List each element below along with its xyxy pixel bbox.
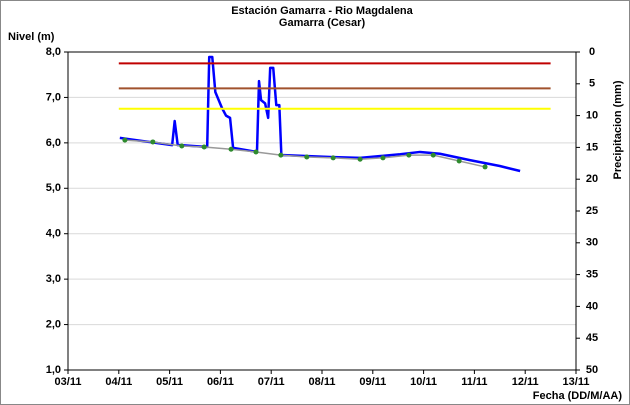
- y2-tick-label: 45: [586, 332, 598, 344]
- y-tick-label: 1,0: [46, 364, 61, 376]
- y2-tick-label: 50: [586, 364, 598, 376]
- point: [357, 156, 363, 162]
- chart-subtitle: Gamarra (Cesar): [279, 17, 366, 29]
- point: [278, 152, 284, 158]
- point: [330, 155, 336, 161]
- y2-tick-label: 30: [586, 237, 598, 249]
- point: [304, 154, 310, 160]
- point: [253, 149, 259, 155]
- point: [406, 152, 412, 158]
- y2-tick-label: 40: [586, 300, 598, 312]
- chart-title: Estación Gamarra - Rio Magdalena: [231, 5, 413, 17]
- y2-tick-label: 10: [586, 110, 598, 122]
- point: [228, 146, 234, 152]
- x-tick-label: 05/11: [156, 376, 183, 388]
- y2-tick-label: 15: [586, 141, 598, 153]
- x-tick-label: 04/11: [105, 376, 132, 388]
- x-axis-label: Fecha (DD/M/AA): [533, 390, 623, 402]
- x-tick-label: 13/11: [563, 376, 590, 388]
- y-tick-label: 3,0: [46, 273, 61, 285]
- x-tick-label: 03/11: [55, 376, 82, 388]
- x-tick-label: 11/11: [461, 376, 487, 388]
- y-tick-label: 6,0: [46, 137, 61, 149]
- point: [201, 144, 207, 150]
- y2-tick-label: 5: [589, 78, 595, 90]
- point: [179, 143, 185, 149]
- point: [380, 155, 386, 161]
- point: [430, 152, 436, 158]
- x-tick-label: 10/11: [410, 376, 437, 388]
- y2-tick-label: 20: [586, 173, 598, 185]
- y2-axis-label: Precipitacion (mm): [612, 80, 624, 179]
- y-tick-label: 8,0: [46, 46, 61, 58]
- series-line: [119, 55, 521, 173]
- y2-tick-label: 0: [589, 46, 595, 58]
- x-tick-label: 12/11: [512, 376, 539, 388]
- y2-tick-label: 25: [586, 205, 598, 217]
- point: [456, 158, 462, 164]
- point: [482, 164, 488, 170]
- plot-border: [67, 51, 577, 371]
- y-tick-label: 4,0: [46, 228, 61, 240]
- x-tick-label: 07/11: [258, 376, 285, 388]
- y-tick-label: 2,0: [46, 318, 61, 330]
- x-tick-label: 09/11: [359, 376, 386, 388]
- y2-tick-label: 35: [586, 269, 598, 281]
- x-tick-label: 06/11: [207, 376, 234, 388]
- point: [122, 137, 128, 143]
- x-tick-label: 08/11: [309, 376, 336, 388]
- y-axis-label: Nivel (m): [8, 31, 55, 43]
- y-tick-label: 7,0: [46, 91, 61, 103]
- y-tick-label: 5,0: [46, 182, 61, 194]
- point: [150, 139, 156, 145]
